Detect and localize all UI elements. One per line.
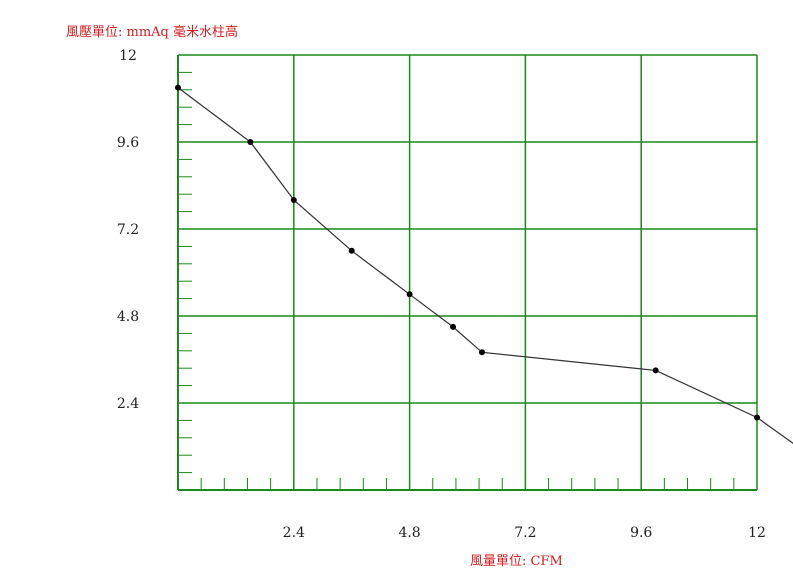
y-axis-unit-label: 風壓單位: mmAq 毫米水柱高	[66, 24, 238, 40]
data-point	[290, 197, 297, 203]
x-tick-label: 7.2	[514, 525, 536, 541]
series	[175, 84, 793, 445]
x-tick-label: 4.8	[398, 525, 420, 541]
y-tick-label: 9.6	[117, 135, 139, 151]
data-point	[478, 349, 485, 356]
y-tick-label: 4.8	[117, 309, 139, 325]
x-axis-unit-label: 風量單位: CFM	[470, 554, 563, 569]
x-tick-label: 12	[748, 525, 766, 541]
y-tick-label: 12	[119, 48, 137, 64]
data-point	[754, 414, 760, 421]
series-line	[177, 87, 793, 445]
data-point	[406, 291, 413, 298]
x-tick-label: 9.6	[630, 525, 652, 541]
x-tick-label: 2.4	[283, 525, 305, 541]
x-tick-labels: 2.4 4.8 7.2 9.6 12	[283, 525, 766, 541]
data-point	[175, 84, 181, 91]
data-point	[348, 247, 355, 254]
y-tick-labels: 2.4 4.8 7.2 9.6 12	[117, 48, 139, 412]
data-point	[652, 367, 659, 374]
data-point	[247, 139, 254, 145]
minor-ticks	[178, 71, 735, 490]
y-tick-label: 2.4	[117, 396, 139, 412]
grid	[177, 54, 758, 491]
y-tick-label: 7.2	[117, 222, 139, 238]
data-point	[450, 323, 457, 330]
